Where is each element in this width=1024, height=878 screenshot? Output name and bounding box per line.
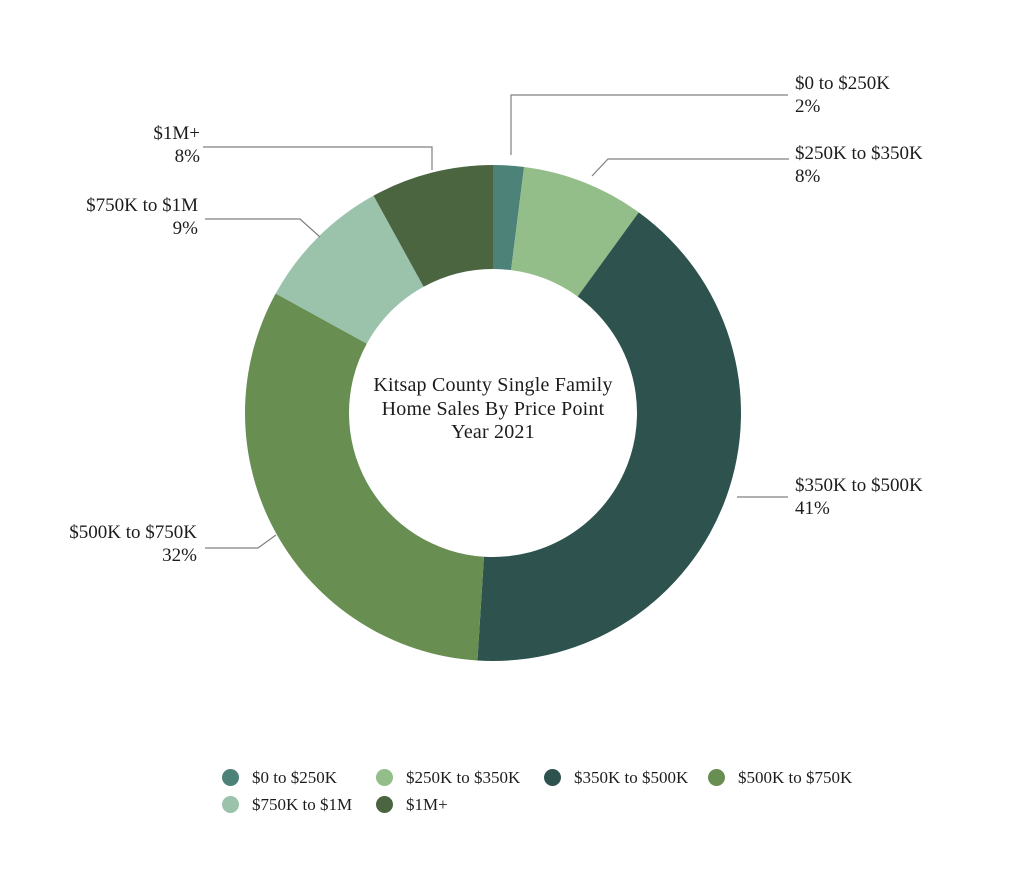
callout-percent: 9% [172,218,198,239]
legend-label: $1M+ [406,794,448,814]
callout-1m-plus: $1M+ 8% [153,122,200,168]
legend-swatch-icon [222,769,239,786]
legend-item-750k-to-1m: $750K to $1M [222,795,376,815]
legend-item-0-to-250k: $0 to $250K [222,768,376,788]
legend-item-1m-plus: $1M+ [376,795,544,815]
legend-item-250k-to-350k: $250K to $350K [376,768,544,788]
legend-swatch-icon [376,769,393,786]
donut-slice-3 [245,293,484,661]
chart-title-line-1: Kitsap County Single Family [373,374,613,396]
donut-slice-2 [477,212,742,661]
callout-0-to-250k: $0 to $250K 2% [795,72,890,118]
legend-label: $500K to $750K [738,767,853,787]
callout-350k-to-500k: $350K to $500K 41% [795,474,923,520]
callout-percent: 8% [174,146,200,167]
legend-swatch-icon [708,769,725,786]
chart-title-line-3: Year 2021 [451,421,535,443]
chart-center-title: Kitsap County Single Family Home Sales B… [328,374,658,445]
callout-750k-to-1m: $750K to $1M 9% [86,194,198,240]
callout-500k-to-750k: $500K to $750K 32% [69,521,197,567]
legend-label: $350K to $500K [574,767,689,787]
leader-line-0 [510,94,788,155]
leader-line-4 [205,218,321,238]
chart-title-line-2: Home Sales By Price Point [381,397,605,420]
chart-legend: $0 to $250K $250K to $350K $350K to $500… [222,764,868,818]
callout-label: $1M+ [153,123,200,144]
leader-line-3 [205,534,277,549]
legend-swatch-icon [376,796,393,813]
legend-item-350k-to-500k: $350K to $500K [544,768,708,788]
legend-label: $250K to $350K [406,767,521,787]
callout-percent: 32% [162,545,197,566]
legend-label: $750K to $1M [252,794,353,814]
legend-item-500k-to-750k: $500K to $750K [708,768,868,788]
callout-label: $750K to $1M [86,195,198,216]
leader-lines [203,94,789,549]
callout-percent: 2% [795,96,821,117]
donut-slice-4 [275,195,424,344]
callout-percent: 41% [795,498,830,519]
callout-250k-to-350k: $250K to $350K 8% [795,142,923,188]
callout-label: $250K to $350K [795,143,923,164]
callout-percent: 8% [795,166,821,187]
legend-swatch-icon [544,769,561,786]
callout-label: $350K to $500K [795,475,923,496]
donut-slice-5 [373,165,493,287]
callout-label: $0 to $250K [795,73,890,94]
donut-slice-1 [511,166,639,297]
donut-slice-0 [493,165,525,271]
leader-line-5 [203,146,433,170]
legend-swatch-icon [222,796,239,813]
legend-label: $0 to $250K [252,767,337,787]
callout-label: $500K to $750K [69,522,197,543]
leader-line-1 [591,158,789,177]
